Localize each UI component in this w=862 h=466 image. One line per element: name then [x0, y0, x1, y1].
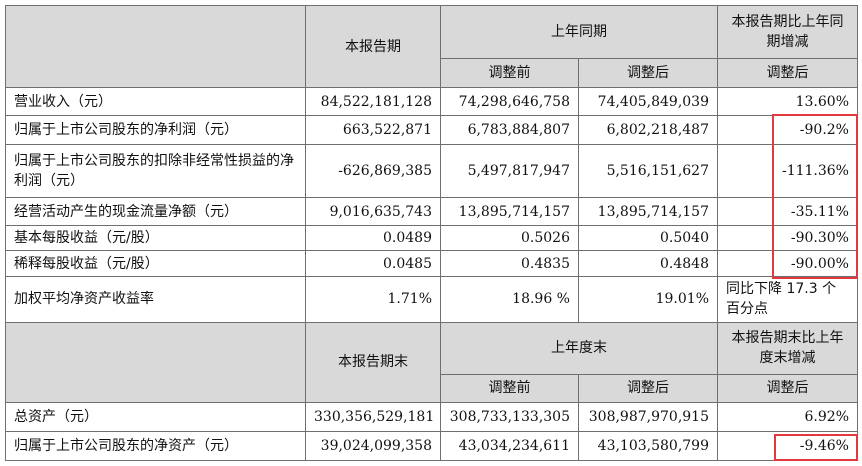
header-row-2: 调整前 调整后 调整后 [6, 58, 858, 89]
change-value: 同比下降 17.3 个百分点 [717, 275, 858, 323]
header-row-4: 调整前 调整后 调整后 [6, 373, 858, 403]
after-adjust-value: 43,103,580,799 [578, 430, 718, 462]
change-value: -90.00% [717, 250, 858, 277]
after-adjust-value: 0.5040 [578, 225, 718, 252]
table-row: 归属于上市公司股东的净利润（元） 663,522,871 6,783,884,8… [5, 115, 858, 146]
header-change-after-adjust: 调整后 [717, 373, 858, 403]
header-blank-cell [5, 321, 306, 403]
table-row: 基本每股收益（元/股） 0.0489 0.5026 0.5040 -90.30% [5, 225, 858, 252]
current-value: -626,869,385 [305, 144, 441, 199]
after-adjust-value: 74,405,849,039 [578, 87, 718, 117]
header-change-vs-last-year-end: 本报告期末比上年度末增减 [717, 321, 858, 375]
row-label: 营业收入（元） [5, 87, 306, 117]
before-adjust-value: 0.5026 [440, 225, 579, 252]
after-adjust-value: 6,802,218,487 [578, 115, 718, 146]
header-current-period: 本报告期 [305, 4, 441, 89]
change-value: 13.60% [717, 87, 858, 117]
header-before-adjust: 调整前 [440, 58, 579, 89]
header-after-adjust: 调整后 [578, 373, 718, 403]
current-value: 0.0485 [305, 250, 441, 277]
row-label: 总资产（元） [5, 401, 306, 432]
row-label: 稀释每股收益（元/股） [5, 250, 306, 277]
before-adjust-value: 13,895,714,157 [440, 197, 579, 227]
row-label: 归属于上市公司股东的净资产（元） [5, 430, 306, 462]
before-adjust-value: 18.96 % [440, 275, 579, 323]
table-row: 经营活动产生的现金流量净额（元） 9,016,635,743 13,895,71… [5, 197, 858, 227]
before-adjust-value: 74,298,646,758 [440, 87, 579, 117]
table-row: 归属于上市公司股东的净资产（元） 39,024,099,358 43,034,2… [5, 430, 858, 462]
before-adjust-value: 6,783,884,807 [440, 115, 579, 146]
change-value: -35.11% [717, 197, 858, 227]
header-period-end: 本报告期末 [305, 321, 441, 403]
change-value: -111.36% [717, 144, 858, 199]
row-label: 归属于上市公司股东的净利润（元） [5, 115, 306, 146]
after-adjust-value: 19.01% [578, 275, 718, 323]
current-value: 9,016,635,743 [305, 197, 441, 227]
current-value: 1.71% [305, 275, 441, 323]
change-value: -90.2% [717, 115, 858, 146]
after-adjust-value: 13,895,714,157 [578, 197, 718, 227]
current-value: 0.0489 [305, 225, 441, 252]
after-adjust-value: 5,516,151,627 [578, 144, 718, 199]
current-value: 84,522,181,128 [305, 87, 441, 117]
header-row-1: 本报告期 上年同期 本报告期比上年同期增减 [5, 4, 858, 89]
after-adjust-value: 308,987,970,915 [578, 401, 718, 432]
after-adjust-value: 0.4848 [578, 250, 718, 277]
financial-summary-table: 本报告期 上年同期 本报告期比上年同期增减 调整前 调整后 调整后 营业收入（元… [5, 4, 858, 462]
table-row: 总资产（元） 330,356,529,181 308,733,133,305 3… [5, 401, 858, 432]
before-adjust-value: 5,497,817,947 [440, 144, 579, 199]
current-value: 663,522,871 [305, 115, 441, 146]
before-adjust-value: 43,034,234,611 [440, 430, 579, 462]
header-row-3: 本报告期末 上年度末 本报告期末比上年度末增减 [5, 321, 858, 403]
row-label: 经营活动产生的现金流量净额（元） [5, 197, 306, 227]
current-value: 39,024,099,358 [305, 430, 441, 462]
row-label: 归属于上市公司股东的扣除非经常性损益的净利润（元） [5, 144, 306, 199]
row-label: 加权平均净资产收益率 [5, 275, 306, 323]
header-before-adjust: 调整前 [440, 373, 579, 403]
header-blank-cell [5, 4, 306, 89]
table-row: 稀释每股收益（元/股） 0.0485 0.4835 0.4848 -90.00% [5, 250, 858, 277]
before-adjust-value: 308,733,133,305 [440, 401, 579, 432]
change-value: -9.46% [717, 430, 858, 462]
change-value: -90.30% [717, 225, 858, 252]
header-last-year-same: 上年同期 [440, 4, 718, 60]
header-change-vs-last-year: 本报告期比上年同期增减 [717, 4, 858, 60]
table-row: 加权平均净资产收益率 1.71% 18.96 % 19.01% 同比下降 17.… [5, 275, 858, 323]
header-after-adjust: 调整后 [578, 58, 718, 89]
before-adjust-value: 0.4835 [440, 250, 579, 277]
header-last-year-end: 上年度末 [440, 321, 718, 375]
row-label: 基本每股收益（元/股） [5, 225, 306, 252]
change-value: 6.92% [717, 401, 858, 432]
table-row: 营业收入（元） 84,522,181,128 74,298,646,758 74… [5, 87, 858, 117]
table-row: 归属于上市公司股东的扣除非经常性损益的净利润（元） -626,869,385 5… [5, 144, 858, 199]
header-change-after-adjust: 调整后 [717, 58, 858, 89]
current-value: 330,356,529,181 [305, 401, 441, 432]
